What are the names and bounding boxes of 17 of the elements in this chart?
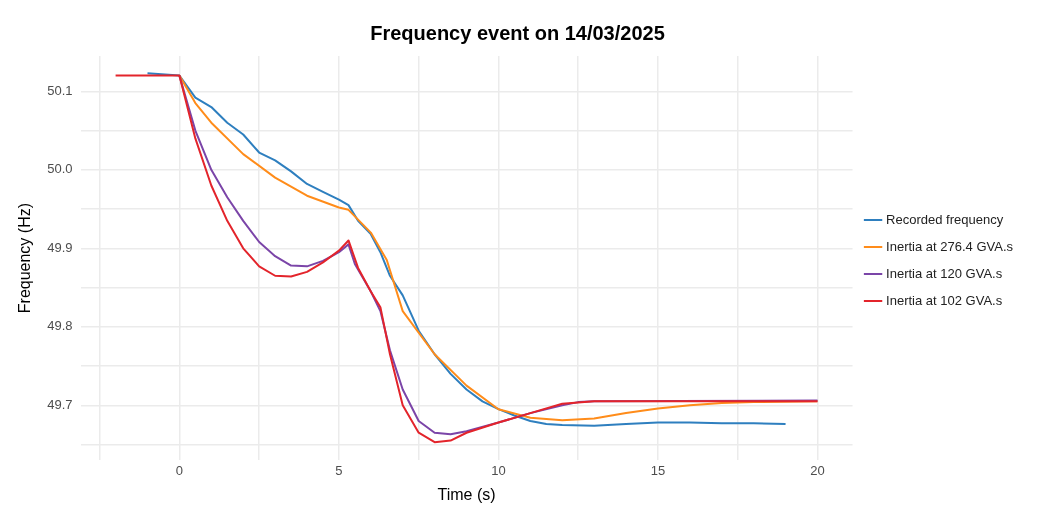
- x-tick-label: 20: [810, 462, 825, 478]
- chart-title: Frequency event on 14/03/2025: [370, 21, 665, 44]
- y-axis-title: Frequency (Hz): [16, 202, 34, 314]
- x-axis-title: Time (s): [437, 485, 496, 503]
- legend-label: Inertia at 102 GVA.s: [886, 292, 1003, 308]
- legend-label: Inertia at 276.4 GVA.s: [886, 238, 1014, 254]
- legend-label: Recorded frequency: [886, 211, 1004, 227]
- y-tick-label: 49.7: [47, 396, 73, 412]
- x-tick-label: 5: [335, 462, 343, 478]
- x-tick-label: 15: [650, 462, 666, 478]
- x-tick-label: 0: [175, 462, 184, 478]
- y-tick-label: 50.0: [47, 161, 73, 177]
- x-tick-label: 10: [491, 462, 506, 478]
- y-tick-label: 49.8: [47, 318, 73, 334]
- y-tick-label: 50.1: [47, 82, 73, 98]
- y-tick-label: 49.9: [47, 239, 73, 255]
- legend-label: Inertia at 120 GVA.s: [886, 265, 1003, 281]
